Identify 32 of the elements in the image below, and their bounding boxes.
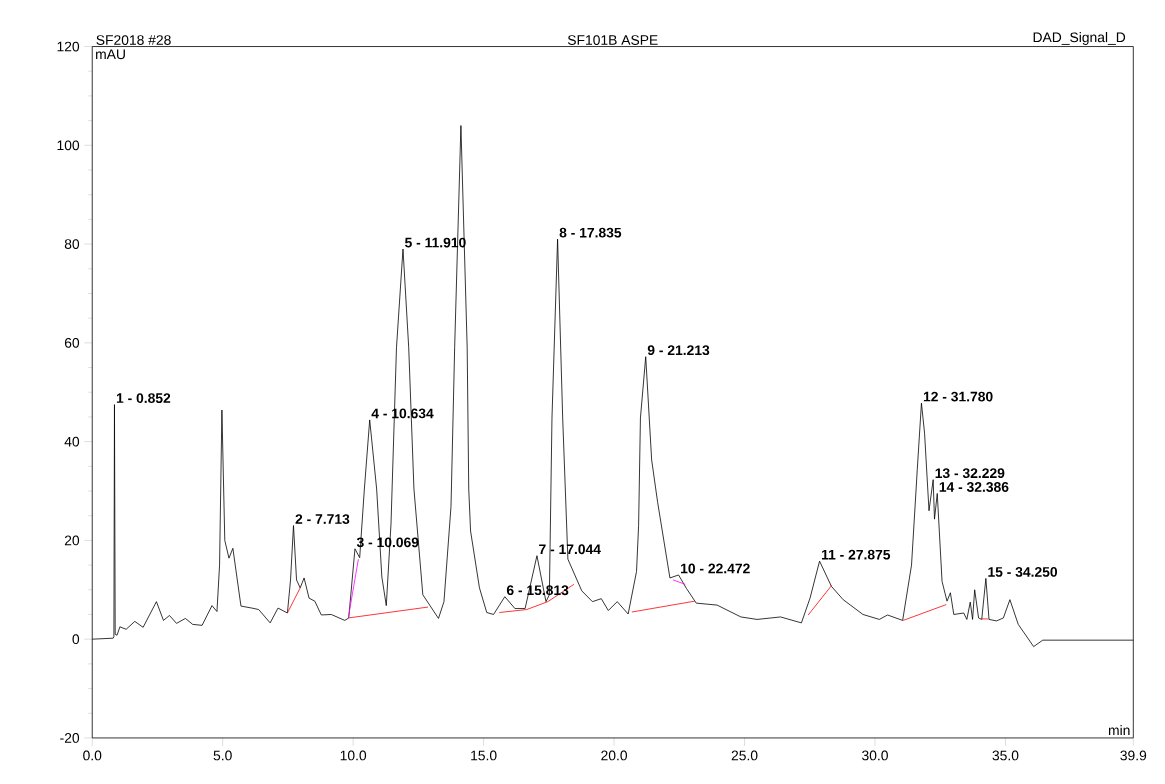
annotation: 14 - 32.386 — [939, 482, 1009, 493]
x-tick-label: 5.0 — [213, 750, 232, 761]
annotation: 11 - 27.875 — [822, 549, 891, 560]
chart-title: SF101B ASPE — [567, 35, 658, 46]
y-tick-label: 0 — [72, 634, 80, 645]
x-tick-label: 39.9 — [1120, 750, 1147, 761]
x-tick-label: 25.0 — [731, 750, 758, 761]
annotation: 12 - 31.780 — [923, 391, 993, 402]
x-tick-label: 0.0 — [83, 750, 102, 761]
y-tick-label: 60 — [64, 338, 80, 349]
x-tick-label: 30.0 — [862, 750, 888, 761]
y-tick-label: 120 — [57, 41, 80, 52]
annotation: 9 - 21.213 — [647, 345, 710, 356]
text: DAD_Signal_D — [1033, 32, 1126, 46]
y-tick-label: 40 — [64, 436, 80, 447]
annotation: 2 - 7.713 — [295, 514, 350, 525]
y-axis-title: mAU — [96, 49, 125, 60]
x-tick-label: 20.0 — [601, 750, 628, 761]
text: SF2018 #28 — [96, 35, 171, 46]
annotation: 8 - 17.835 — [559, 227, 622, 238]
y-tick-label: 100 — [57, 140, 80, 151]
y-tick-label: -20 — [60, 733, 80, 744]
x-tick-label: 10.0 — [340, 750, 367, 761]
annotation: 10 - 22.472 — [681, 563, 750, 574]
x-axis-title: min — [1108, 725, 1130, 736]
x-tick-label: 35.0 — [992, 750, 1019, 761]
annotation: 1 - 0.852 — [116, 393, 171, 404]
y-tick-label: 20 — [64, 535, 80, 546]
annotation: 15 - 34.250 — [988, 567, 1058, 578]
annotation: 13 - 32.229 — [935, 468, 1005, 479]
y-tick-label: 80 — [64, 239, 80, 250]
x-tick-label: 15.0 — [471, 750, 497, 761]
